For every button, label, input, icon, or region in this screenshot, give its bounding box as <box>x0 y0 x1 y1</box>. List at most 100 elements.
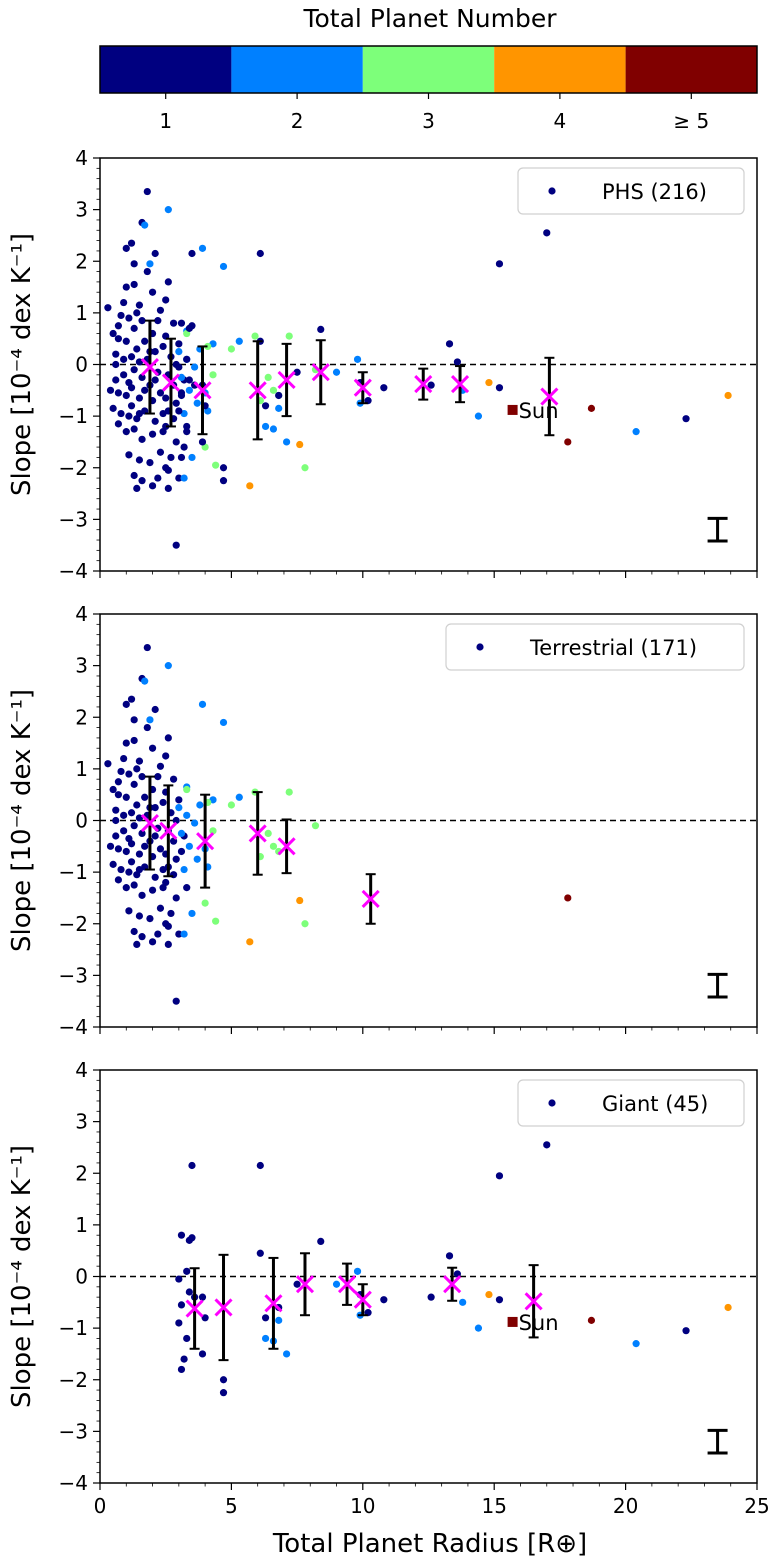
colorbar-segment <box>494 46 626 93</box>
x-axis-label: Total Planet Radius [R⊕] <box>272 1529 587 1559</box>
bin-mean-marker <box>196 832 215 851</box>
data-point <box>125 451 133 459</box>
data-point <box>151 249 159 258</box>
data-point <box>175 347 183 356</box>
data-point <box>138 477 146 485</box>
sun-label: Sun <box>519 399 559 423</box>
data-point <box>427 381 435 389</box>
bin-mean-marker <box>264 1294 283 1313</box>
data-point <box>185 842 193 850</box>
data-point <box>172 438 180 446</box>
data-point <box>151 376 159 384</box>
colorbar-segment <box>100 46 232 93</box>
data-point <box>148 938 157 946</box>
data-point <box>724 391 732 400</box>
sun-label: Sun <box>519 1311 559 1335</box>
data-point <box>219 262 228 271</box>
data-point <box>159 798 167 807</box>
data-point <box>485 378 493 387</box>
data-point <box>127 840 136 848</box>
data-point <box>138 773 146 781</box>
data-point <box>130 324 138 332</box>
data-point <box>143 187 151 196</box>
data-point <box>109 860 117 868</box>
y-tick-label: 2 <box>75 1161 88 1185</box>
data-point <box>587 1316 596 1324</box>
data-point <box>172 399 180 407</box>
data-point <box>188 453 196 462</box>
data-point <box>495 1172 504 1180</box>
bin-mean-marker <box>540 387 559 406</box>
data-point <box>112 832 120 840</box>
data-point <box>285 788 293 796</box>
data-point <box>175 363 183 371</box>
data-point <box>198 438 207 446</box>
data-point <box>632 1340 640 1348</box>
data-point <box>175 1319 183 1327</box>
data-point <box>114 791 122 799</box>
data-point <box>543 1141 551 1149</box>
data-point <box>112 350 120 358</box>
data-point <box>332 1280 341 1288</box>
x-tick-label: 20 <box>613 1494 638 1518</box>
data-point <box>148 744 157 752</box>
bin-mean-marker <box>414 375 433 394</box>
data-point <box>193 399 201 407</box>
data-point <box>156 762 165 770</box>
data-point <box>293 368 301 376</box>
sun-marker <box>507 1316 518 1327</box>
data-point <box>114 845 122 853</box>
data-point <box>177 389 186 397</box>
colorbar-segment <box>362 46 495 93</box>
legend-label: Giant (45) <box>602 1092 708 1116</box>
data-point <box>235 793 243 801</box>
data-point <box>564 438 572 446</box>
data-point <box>172 855 180 863</box>
data-point <box>114 335 122 343</box>
data-point <box>138 373 146 382</box>
data-point <box>261 1314 270 1322</box>
data-point <box>353 355 362 363</box>
colorbar-segment <box>625 46 757 93</box>
data-point <box>122 884 130 892</box>
data-point <box>427 1293 435 1301</box>
panel-giant: −4 −3 −2 −1 0 1 2 3 4 Slope [10⁻⁴ dex K⁻¹] Sun Gian… <box>7 1058 758 1495</box>
bin-mean-marker <box>161 373 181 392</box>
data-point <box>293 1280 301 1288</box>
data-point <box>485 1290 493 1299</box>
bin-mean-marker <box>443 1275 462 1294</box>
data-point <box>180 1355 188 1363</box>
data-point <box>317 1237 325 1245</box>
data-point <box>159 342 167 351</box>
data-point <box>196 801 204 809</box>
colorbar-labels: 1 2 3 4 ≥ 5 <box>159 109 709 133</box>
data-point <box>164 206 172 214</box>
y-tick-label: −3 <box>59 1419 88 1443</box>
bin-mean-marker <box>248 381 267 400</box>
y-tick-label: 4 <box>75 602 88 626</box>
data-point <box>235 337 243 345</box>
data-point <box>311 822 320 830</box>
bin-mean-marker <box>140 814 159 833</box>
data-point <box>159 884 167 892</box>
data-point <box>183 811 191 819</box>
data-point <box>175 1275 183 1283</box>
data-point <box>120 298 128 307</box>
data-point <box>141 386 149 394</box>
data-point <box>164 278 172 286</box>
legend-marker <box>548 1099 556 1107</box>
data-point <box>159 428 167 436</box>
data-point <box>175 796 183 804</box>
data-point <box>141 793 149 801</box>
data-point <box>269 386 278 394</box>
data-point <box>125 314 133 322</box>
data-point <box>183 355 191 363</box>
data-point <box>133 345 141 353</box>
data-point <box>164 734 172 742</box>
bin-mean-marker <box>295 1275 315 1294</box>
colorbar-label: ≥ 5 <box>673 109 709 133</box>
data-point <box>135 409 144 418</box>
data-point <box>133 940 141 949</box>
data-point <box>130 736 138 745</box>
